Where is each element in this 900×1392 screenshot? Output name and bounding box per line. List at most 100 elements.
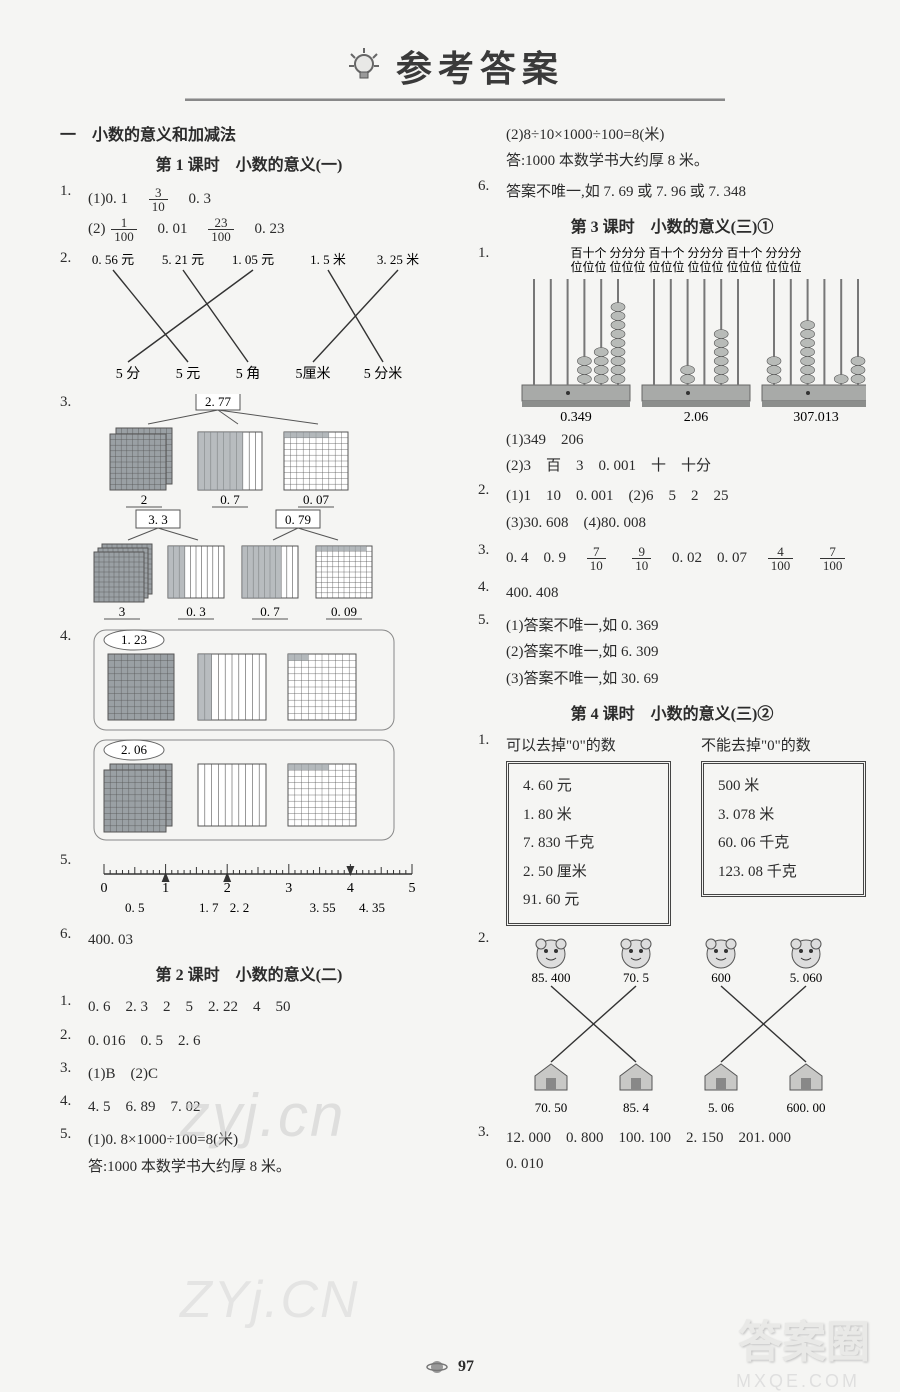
svg-text:4. 35: 4. 35 [359, 900, 385, 915]
text: 答案不唯一,如 7. 69 或 7. 96 或 7. 348 [506, 181, 866, 204]
svg-text:600. 00: 600. 00 [787, 1100, 826, 1115]
svg-text:2: 2 [141, 492, 148, 507]
text: 4. 5 6. 89 7. 02 [88, 1096, 438, 1119]
blocks-diagram: 2. 7720. 70. 073. 30. 7930. 30. 70. 09 [88, 394, 408, 624]
left-column: 一 小数的意义和加减法 第 1 课时 小数的意义(一) 1. (1)0. 1 3… [60, 121, 438, 1186]
q-num: 5. [60, 1126, 88, 1182]
number-line: 0123450. 51. 72. 23. 554. 35 [88, 852, 428, 922]
svg-text:5 分米: 5 分米 [364, 366, 403, 382]
text: 答:1000 本数学书大约厚 8 米。 [88, 1156, 438, 1179]
q-num: 6. [478, 178, 506, 207]
q-num: 2. [478, 930, 506, 1120]
right-column: (2)8÷10×1000÷100=8(米) 答:1000 本数学书大约厚 8 米… [478, 121, 866, 1186]
q-num: 2. [60, 250, 88, 390]
text [612, 550, 627, 566]
svg-text:3. 25 米: 3. 25 米 [377, 252, 419, 267]
l4-q1: 1. 可以去掉"0"的数 4. 60 元1. 80 米7. 830 千克2. 5… [478, 732, 866, 926]
text: (2)8÷10×1000÷100=8(米) [506, 124, 866, 147]
q1: 1. (1)0. 1 310 0. 3 (2) 1100 0. 01 23100… [60, 183, 438, 246]
text: 400. 03 [88, 929, 438, 952]
fraction: 710 [587, 545, 606, 572]
svg-text:3: 3 [119, 604, 126, 619]
text: 0. 016 0. 5 2. 6 [88, 1030, 438, 1053]
svg-text:1. 05 元: 1. 05 元 [232, 252, 274, 267]
q3: 3. 2. 7720. 70. 073. 30. 7930. 30. 70. 0… [60, 394, 438, 624]
abacus-diagram: 百十个 分分分 百十个 分分分 百十个 分分分位位位 位位位 位位位 位位位 位… [506, 245, 866, 425]
svg-text:85. 4: 85. 4 [623, 1100, 650, 1115]
svg-text:2. 77: 2. 77 [205, 394, 232, 409]
svg-text:0: 0 [101, 881, 108, 896]
chapter-title: 一 小数的意义和加减法 [60, 121, 438, 145]
svg-text:5. 06: 5. 06 [708, 1100, 735, 1115]
lesson-3-title: 第 3 课时 小数的意义(三)① [478, 213, 866, 237]
text: 答:1000 本数学书大约厚 8 米。 [506, 150, 866, 173]
q6: 6. 400. 03 [60, 926, 438, 955]
q-num: 3. [478, 1124, 506, 1180]
fraction: 4100 [768, 545, 794, 572]
svg-text:5: 5 [409, 881, 416, 896]
watermark: ZYj.CN [180, 1270, 360, 1330]
svg-text:4: 4 [347, 881, 354, 896]
svg-text:百十个 分分分 百十个 分分分 百十个 分分分: 百十个 分分分 百十个 分分分 百十个 分分分 [570, 246, 801, 260]
svg-text:3. 3: 3. 3 [148, 512, 168, 527]
text: 0. 01 [143, 221, 203, 237]
svg-text:70. 5: 70. 5 [623, 970, 649, 985]
svg-text:3. 55: 3. 55 [310, 900, 336, 915]
fraction: 7100 [820, 545, 846, 572]
q-num: 1. [478, 732, 506, 926]
q4: 4. 1. 232. 06 [60, 628, 438, 848]
list-box: 4. 60 元1. 80 米7. 830 千克2. 50 厘米91. 60 元 [506, 761, 671, 926]
svg-text:5 元: 5 元 [176, 367, 201, 382]
svg-text:85. 400: 85. 400 [532, 970, 571, 985]
text: (2)答案不唯一,如 6. 309 [506, 641, 866, 664]
svg-text:2: 2 [224, 881, 231, 896]
svg-text:0. 56 元: 0. 56 元 [92, 252, 134, 267]
q-num: 1. [478, 245, 506, 425]
planet-icon [426, 1358, 448, 1376]
svg-text:0. 7: 0. 7 [260, 604, 280, 619]
svg-text:0. 3: 0. 3 [186, 604, 206, 619]
text: 400. 408 [506, 582, 866, 605]
svg-text:0. 09: 0. 09 [331, 604, 357, 619]
q-num: 3. [60, 1060, 88, 1089]
svg-text:5. 21 元: 5. 21 元 [162, 252, 204, 267]
text: 0. 6 2. 3 2 5 2. 22 4 50 [88, 996, 438, 1019]
text: (1)349 206 [506, 429, 866, 452]
svg-text:0. 7: 0. 7 [220, 492, 240, 507]
text: (3)30. 608 (4)80. 008 [506, 512, 866, 535]
text: (2)3 百 3 0. 001 十 十分 [506, 455, 866, 478]
box-header: 不能去掉"0"的数 [701, 735, 866, 758]
q-num: 2. [60, 1027, 88, 1056]
q-num: 5. [478, 612, 506, 694]
fraction: 310 [149, 186, 168, 213]
text: 0. 02 0. 07 [657, 550, 762, 566]
svg-text:位位位 位位位 位位位 位位位 位位位 位位位: 位位位 位位位 位位位 位位位 位位位 位位位 [570, 259, 801, 274]
bulb-icon [346, 46, 382, 86]
svg-text:0. 07: 0. 07 [303, 492, 330, 507]
text [799, 550, 814, 566]
text: 0. 4 0. 9 [506, 550, 581, 566]
lesson-2-title: 第 2 课时 小数的意义(二) [60, 961, 438, 985]
fraction: 23100 [208, 216, 234, 243]
q2: 2. 0. 56 元5. 21 元1. 05 元1. 5 米3. 25 米5 分… [60, 250, 438, 390]
q-num: 4. [478, 579, 506, 608]
q-num: 1. [60, 183, 88, 246]
svg-text:5 角: 5 角 [236, 366, 261, 382]
q-num: 6. [60, 926, 88, 955]
q-num: 4. [60, 628, 88, 848]
svg-text:0.349: 0.349 [560, 410, 592, 425]
text: (1)0. 1 [88, 191, 143, 207]
text: (1)B (2)C [88, 1063, 438, 1086]
abacus-q: 1. 百十个 分分分 百十个 分分分 百十个 分分分位位位 位位位 位位位 位位… [478, 245, 866, 425]
svg-text:5. 060: 5. 060 [790, 970, 823, 985]
lesson-4-title: 第 4 课时 小数的意义(三)② [478, 700, 866, 724]
fraction: 1100 [111, 216, 137, 243]
list-box: 500 米3. 078 米60. 06 千克123. 08 千克 [701, 761, 866, 897]
page-number: 97 [0, 1358, 900, 1376]
text: 12. 000 0. 800 100. 100 2. 150 201. 000 [506, 1127, 866, 1150]
svg-text:307.013: 307.013 [793, 410, 839, 425]
svg-text:70. 50: 70. 50 [535, 1100, 568, 1115]
svg-text:1: 1 [162, 881, 169, 896]
q-num: 5. [60, 852, 88, 922]
svg-text:600: 600 [711, 970, 731, 985]
